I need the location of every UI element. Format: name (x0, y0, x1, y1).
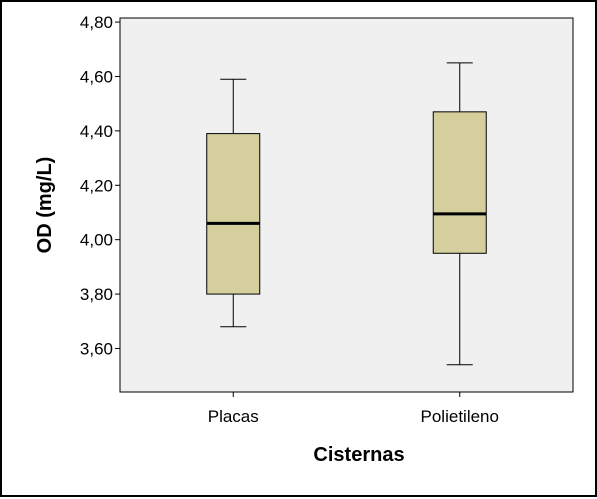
box-polietileno (432, 62, 487, 366)
y-tick-label: 3,60 (80, 339, 113, 358)
x-axis-title: Cisternas (313, 444, 404, 466)
box-series (206, 62, 487, 366)
x-tick-label: Placas (208, 407, 259, 426)
box-placas (206, 78, 261, 328)
x-axis-ticks: Placas Polietileno (208, 392, 499, 426)
x-tick-label: Polietileno (421, 407, 499, 426)
y-axis-ticks: 3,60 3,80 4,00 4,20 4,40 4,60 4,80 (80, 13, 120, 358)
iqr-box (206, 133, 261, 295)
y-tick-label: 3,80 (80, 285, 113, 304)
y-tick-label: 4,60 (80, 67, 113, 86)
y-tick-label: 4,20 (80, 176, 113, 195)
y-tick-label: 4,40 (80, 122, 113, 141)
y-axis-title: OD (mg/L) (34, 157, 56, 254)
y-tick-label: 4,80 (80, 13, 113, 32)
plot-area (119, 17, 574, 393)
iqr-box (432, 111, 487, 254)
y-tick-label: 4,00 (80, 231, 113, 250)
